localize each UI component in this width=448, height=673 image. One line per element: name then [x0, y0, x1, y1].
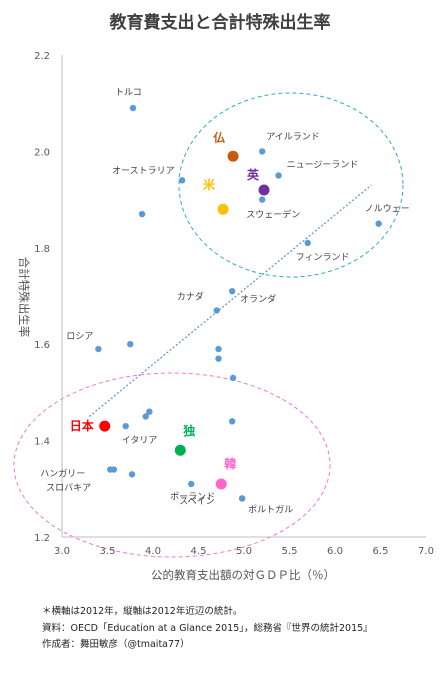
highlight-label: 仏 [213, 131, 225, 145]
highlight-label: 韓 [224, 456, 236, 471]
point-label: カナダ [177, 290, 204, 302]
data-point [188, 480, 195, 488]
x-tick-label: 7.0 [418, 546, 434, 557]
y-tick-label: 2.2 [34, 51, 50, 62]
x-tick-label: 5.5 [282, 546, 298, 557]
data-point [238, 495, 246, 502]
data-point [213, 307, 220, 314]
low-fertility-group-ellipse [13, 372, 331, 558]
point-label: ノルウェー [365, 204, 410, 215]
point-label: ハンガリー [40, 469, 85, 480]
data-point [110, 466, 118, 473]
high-fertility-group-ellipse [178, 92, 404, 278]
axes: 3.0 3.5 4.0 4.5 5.0 5.5 6.0 6.5 7.0 1.2 1.4 1.6 1.8 2… [34, 51, 434, 557]
point-label: スペイン [179, 497, 214, 507]
trend-line [88, 184, 372, 418]
highlight-label: 米 [203, 177, 216, 192]
point-label: ニュージーランド [287, 160, 359, 171]
data-point [129, 104, 137, 112]
y-axis-label: 合計特殊出生率 [17, 257, 31, 338]
note-axis-years: ＊横軸は2012年，縦軸は2012年近辺の統計。 [42, 606, 243, 617]
point-label: フィンランド [296, 252, 350, 263]
highlight-point [258, 184, 270, 196]
data-point [127, 341, 134, 348]
data-point [138, 210, 146, 218]
point-label: オランダ [240, 293, 276, 305]
y-tick-label: 1.8 [34, 244, 50, 255]
highlight-point [174, 444, 186, 456]
x-axis-label: 公的教育支出額の対ＧＤＰ比（％） [151, 568, 335, 582]
x-tick-label: 4.0 [145, 546, 161, 557]
data-point [146, 408, 153, 415]
point-label: スウェーデン [246, 209, 300, 221]
data-point [215, 355, 222, 362]
data-point [229, 374, 237, 382]
note-author: 作成者：舞田敏彦（@tmaita77） [42, 639, 190, 650]
point-label: ロシア [66, 332, 93, 342]
y-tick-label: 2.0 [34, 147, 50, 158]
y-tick-label: 1.4 [34, 437, 50, 448]
point-label: イタリア [122, 435, 158, 446]
point-label: スロバキア [46, 482, 91, 493]
data-point [259, 148, 266, 155]
chart-notes: ＊横軸は2012年，縦軸は2012年近辺の統計。 資料：OECD「Educati… [42, 604, 373, 654]
data-point [215, 345, 222, 353]
data-point [275, 172, 282, 179]
x-tick-label: 3.5 [100, 546, 116, 557]
data-point [228, 418, 236, 425]
chart-title: 教育費支出と合計特殊出生率 [109, 12, 331, 33]
data-point [375, 220, 382, 227]
highlight-label: 独 [182, 423, 195, 438]
data-point [259, 196, 266, 203]
data-point [95, 345, 102, 353]
highlight-point [99, 420, 111, 432]
x-tick-label: 6.0 [327, 546, 343, 557]
highlight-point [215, 478, 227, 490]
highlight-point [217, 203, 229, 215]
data-point [178, 177, 186, 184]
x-tick-label: 6.5 [373, 546, 389, 557]
data-point [128, 471, 136, 478]
point-label: ポルトガル [248, 504, 293, 515]
point-label: オーストラリア [112, 165, 175, 176]
data-point [142, 413, 149, 420]
point-label: ポーランド [170, 491, 215, 502]
point-label: トルコ [115, 88, 142, 98]
highlight-point [227, 150, 239, 162]
data-point [122, 422, 129, 430]
data-point [228, 287, 236, 295]
x-tick-label: 3.0 [54, 546, 70, 557]
x-tick-label: 5.0 [236, 546, 252, 557]
y-tick-label: 1.2 [34, 533, 50, 544]
note-source: 資料：OECD「Education at a Glance 2015」，総務省『… [42, 622, 373, 634]
y-tick-label: 1.6 [34, 340, 50, 351]
data-point [304, 239, 311, 247]
highlight-label: 日本 [70, 418, 94, 433]
point-label: アイルランド [266, 131, 320, 142]
highlight-label: 英 [247, 167, 260, 182]
x-tick-label: 4.5 [191, 546, 207, 557]
